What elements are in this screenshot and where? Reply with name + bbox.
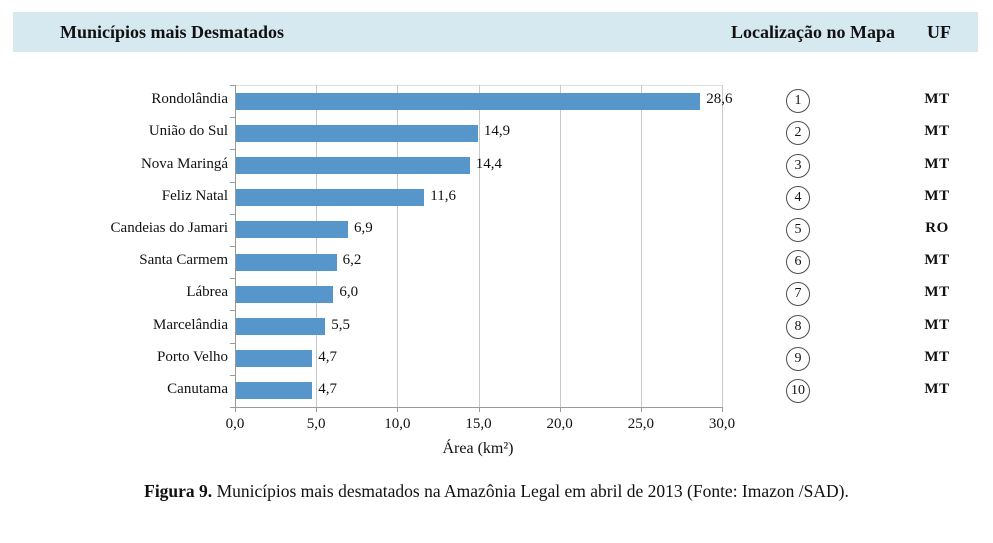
header-title: Municípios mais Desmatados [60, 22, 285, 42]
figure-caption-label: Figura 9. [144, 481, 213, 501]
uf-label: MT [924, 155, 950, 172]
bar [236, 157, 470, 174]
y-axis-tick [230, 85, 235, 86]
x-tick-label: 25,0 [627, 416, 654, 432]
x-tick-label: 10,0 [384, 416, 411, 432]
uf-label: MT [924, 380, 950, 397]
x-axis-tick [397, 407, 399, 412]
x-axis-tick [316, 407, 318, 412]
map-location-circle: 5 [786, 217, 810, 242]
bar [236, 124, 478, 142]
map-location-circle: 1 [786, 89, 810, 114]
gridline [478, 85, 480, 407]
bar [236, 221, 348, 239]
x-axis-title: Área (km²) [442, 440, 514, 457]
bar [236, 92, 701, 110]
figure-caption-text: Municípios mais desmatados na Amazônia L… [212, 481, 849, 501]
category-label: Rondolândia [151, 91, 228, 108]
gridline [316, 85, 318, 407]
category-label: Feliz Natal [161, 187, 228, 204]
header-col-map-location: Localização no Mapa [731, 22, 895, 42]
category-label: Lábrea [186, 284, 228, 301]
x-axis-tick [235, 407, 236, 412]
y-axis-tick [230, 310, 235, 312]
map-location-circle: 10 [786, 378, 810, 403]
table-header-band: Municípios mais Desmatados Localização n… [13, 12, 978, 52]
uf-label: MT [924, 284, 950, 301]
uf-label: MT [924, 316, 950, 333]
uf-label: MT [924, 252, 950, 269]
value-label: 6,9 [354, 219, 373, 236]
category-label: Canutama [167, 380, 228, 397]
gridline [722, 85, 723, 407]
map-location-circle: 7 [786, 282, 810, 307]
gridline [640, 85, 642, 407]
map-location-circle: 8 [786, 314, 810, 339]
bar [236, 318, 326, 335]
category-label: Porto Velho [157, 348, 228, 365]
value-label: 14,4 [475, 155, 502, 172]
header-col-uf: UF [927, 22, 951, 42]
figure-caption: Figura 9. Municípios mais desmatados na … [0, 481, 993, 502]
x-tick-label: 30,0 [708, 416, 736, 432]
y-axis-tick [230, 278, 235, 280]
y-axis-tick [230, 342, 235, 344]
x-axis-tick [559, 407, 561, 412]
category-label: União do Sul [148, 123, 228, 140]
y-axis-tick [230, 246, 235, 247]
map-location-circle: 3 [786, 153, 810, 178]
value-label: 11,6 [430, 187, 456, 204]
category-label: Santa Carmem [139, 252, 228, 269]
bar [236, 189, 425, 207]
y-axis-tick [230, 117, 235, 119]
y-axis-tick [230, 213, 235, 215]
uf-label: MT [924, 187, 950, 204]
gridline [397, 85, 399, 407]
value-label: 14,9 [483, 123, 511, 140]
value-label: 4,7 [318, 348, 338, 365]
uf-label: MT [924, 348, 950, 365]
value-label: 4,7 [318, 380, 338, 397]
uf-label: RO [925, 219, 949, 236]
value-label: 28,6 [706, 91, 733, 108]
category-label: Candeias do Jamari [110, 219, 228, 236]
bar [236, 285, 334, 303]
y-axis-line [235, 85, 236, 407]
y-axis-tick [230, 407, 235, 408]
x-axis-tick [640, 407, 642, 412]
x-tick-label: 20,0 [546, 416, 573, 432]
map-location-circle: 4 [786, 185, 810, 210]
x-tick-label: 5,0 [306, 416, 326, 432]
x-axis-tick [722, 407, 723, 412]
x-tick-label: 15,0 [465, 416, 492, 432]
value-label: 6,2 [342, 252, 362, 269]
bar [236, 253, 337, 271]
bar [236, 350, 313, 368]
uf-label: MT [924, 91, 950, 108]
bar [236, 382, 313, 400]
map-location-circle: 2 [786, 121, 810, 146]
value-label: 6,0 [339, 284, 359, 301]
value-label: 5,5 [331, 316, 351, 333]
y-axis-tick [230, 374, 235, 376]
category-label: Marcelândia [153, 316, 228, 333]
uf-label: MT [924, 123, 950, 140]
y-axis-tick [230, 149, 235, 151]
y-axis-tick [230, 181, 235, 183]
gridline [559, 85, 561, 407]
category-label: Nova Maringá [140, 155, 228, 172]
map-location-circle: 6 [786, 250, 810, 275]
x-axis-tick [478, 407, 480, 412]
x-tick-label: 0,0 [225, 416, 245, 432]
map-location-circle: 9 [786, 346, 810, 371]
